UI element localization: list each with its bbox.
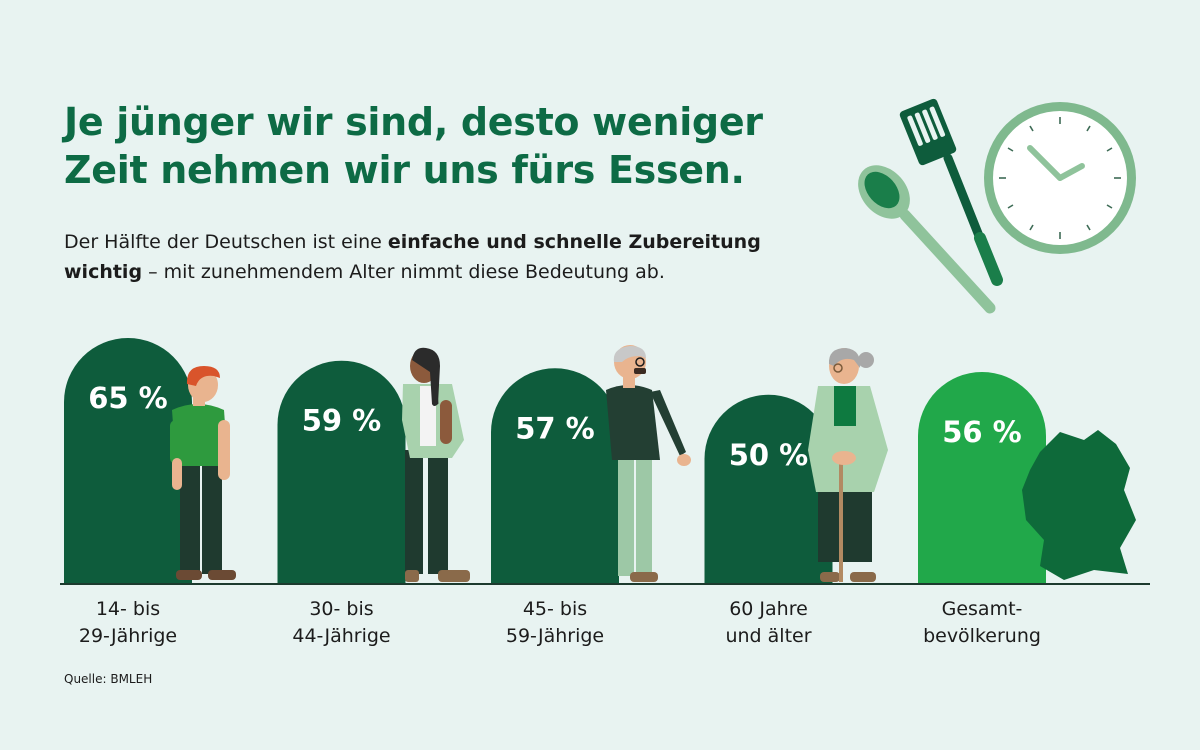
category-label-line: und älter — [725, 625, 812, 647]
bar-value-label-3: 57 % — [515, 411, 595, 445]
category-label-4: 60 Jahre und älter — [679, 596, 859, 650]
category-label-1: 14- bis 29-Jährige — [38, 596, 218, 650]
subtitle-emphasis-1: einfache und schnelle Zubereitung — [387, 231, 761, 253]
category-label-line: 30- bis — [309, 598, 374, 620]
person-young-man-illustration — [170, 366, 236, 580]
category-label-2: 30- bis 44-Jährige — [252, 596, 432, 650]
category-label-line: 14- bis — [95, 598, 161, 620]
bar-value-label-5: 56 % — [942, 415, 1022, 449]
category-label-line: Gesamt- — [941, 598, 1023, 620]
spatula-icon — [899, 98, 1003, 286]
bar-4 — [704, 394, 833, 584]
category-label-5: Gesamt-bevölkerung — [892, 596, 1072, 650]
bar-2 — [277, 360, 406, 584]
spoon-icon — [858, 165, 996, 314]
category-label-line: 44-Jährige — [292, 625, 391, 647]
person-older-man-illustration — [606, 345, 691, 582]
category-label-line: 45- bis — [522, 598, 588, 620]
category-label-line: 59-Jährige — [505, 625, 605, 647]
person-elderly-woman-illustration — [808, 348, 888, 582]
source-note: Quelle: BMLEH — [64, 672, 153, 686]
bar-value-label-2: 59 % — [302, 404, 382, 438]
title-line-1: Je jünger wir sind, desto weniger — [64, 100, 763, 144]
title-line-2: Zeit nehmen wir uns fürs Essen. — [64, 148, 745, 192]
page-title: Je jünger wir sind, desto weniger Zeit n… — [64, 98, 763, 194]
bar-3 — [491, 368, 619, 584]
subtitle-line-2: wichtig – mit zunehmendem Alter nimmt di… — [64, 261, 665, 283]
category-label-line: bevölkerung — [923, 625, 1041, 647]
category-label-3: 45- bis 59-Jährige — [465, 596, 645, 650]
bar-1 — [64, 338, 192, 584]
category-label-line: 29-Jährige — [78, 625, 178, 647]
subtitle-emphasis-2: wichtig — [64, 261, 143, 283]
germany-map-icon — [1022, 430, 1136, 580]
bar-value-label-1: 65 % — [88, 381, 168, 415]
clock-icon — [984, 102, 1136, 254]
person-woman-illustration — [402, 347, 470, 582]
bar-5 — [918, 372, 1046, 584]
category-label-line: 60 Jahre — [729, 598, 808, 620]
bar-value-label-4: 50 % — [729, 438, 809, 472]
subtitle: Der Hälfte der Deutschen ist eine einfac… — [64, 227, 824, 287]
subtitle-line-1: Der Hälfte der Deutschen ist eine einfac… — [64, 231, 761, 253]
